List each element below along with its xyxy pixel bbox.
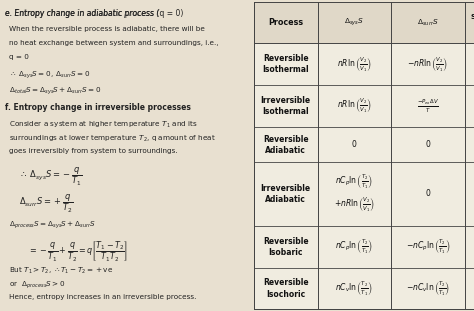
Text: When the reversible process is adiabatic, there will be: When the reversible process is adiabatic…	[9, 26, 205, 32]
Text: $nR\ln\left(\frac{V_2}{V_1}\right)$: $nR\ln\left(\frac{V_2}{V_1}\right)$	[337, 97, 372, 115]
Text: 0: 0	[352, 140, 357, 149]
Text: e. Entropy change in adiabatic process (q = 0): e. Entropy change in adiabatic process (…	[5, 9, 183, 18]
Text: or  $\Delta_{process}S > 0$: or $\Delta_{process}S > 0$	[9, 280, 66, 291]
FancyBboxPatch shape	[254, 226, 474, 267]
Text: $nC_p\ln\left(\frac{T_2}{T_1}\right)$: $nC_p\ln\left(\frac{T_2}{T_1}\right)$	[335, 237, 374, 256]
Text: $\therefore\;\Delta_{sys}S = 0,\;\Delta_{surr}S = 0$: $\therefore\;\Delta_{sys}S = 0,\;\Delta_…	[9, 70, 91, 81]
Text: $+nR\ln\left(\frac{V_2}{V_1}\right)$: $+nR\ln\left(\frac{V_2}{V_1}\right)$	[334, 196, 375, 214]
FancyBboxPatch shape	[254, 44, 474, 85]
Text: Reversible
Isochoric: Reversible Isochoric	[263, 278, 309, 299]
Text: $\Delta_{surr}S = +\dfrac{q}{T_2}$: $\Delta_{surr}S = +\dfrac{q}{T_2}$	[19, 193, 73, 215]
Text: q = 0: q = 0	[9, 54, 29, 60]
Text: $\Delta_{total}S = \Delta_{sys}S + \Delta_{surr}S = 0$: $\Delta_{total}S = \Delta_{sys}S + \Delt…	[9, 86, 102, 97]
Text: f. Entropy change in irreversible processes: f. Entropy change in irreversible proces…	[5, 103, 191, 112]
FancyBboxPatch shape	[254, 267, 474, 309]
Text: Process: Process	[268, 18, 303, 27]
Text: $nC_p\ln\left(\frac{T_2}{T_1}\right)$: $nC_p\ln\left(\frac{T_2}{T_1}\right)$	[335, 173, 374, 192]
Text: But $T_1 > T_2$, $\therefore T_1 - T_2 = +$ve: But $T_1 > T_2$, $\therefore T_1 - T_2 =…	[9, 266, 114, 276]
Text: goes irreversibly from system to surroundings.: goes irreversibly from system to surroun…	[9, 148, 178, 154]
FancyBboxPatch shape	[254, 2, 474, 44]
Text: 0: 0	[425, 140, 430, 149]
Text: $= -\dfrac{q}{T_1} + \dfrac{q}{T_2} = q\left[\dfrac{T_1-T_2}{T_1 T_2}\right]$: $= -\dfrac{q}{T_1} + \dfrac{q}{T_2} = q\…	[28, 239, 128, 263]
Text: surroundings at lower temperature $T_2$, q amount of heat: surroundings at lower temperature $T_2$,…	[9, 134, 216, 144]
Text: $-nC_v\ln\left(\frac{T_2}{T_1}\right)$: $-nC_v\ln\left(\frac{T_2}{T_1}\right)$	[406, 279, 450, 298]
Text: $\Delta_{surr}S$: $\Delta_{surr}S$	[417, 17, 439, 28]
Text: $\frac{-P_{ex}\Delta V}{T}$: $\frac{-P_{ex}\Delta V}{T}$	[417, 98, 439, 115]
Text: $nR\ln\left(\frac{V_2}{V_1}\right)$: $nR\ln\left(\frac{V_2}{V_1}\right)$	[337, 55, 372, 74]
Text: Sign of
$\Delta_{total}S$: Sign of $\Delta_{total}S$	[471, 14, 474, 31]
Text: Irreversible
Isothermal: Irreversible Isothermal	[261, 96, 310, 116]
Text: Table 6.8 $\Delta_{sys}S$ and $\Delta_{surr}S$ for some of the famous type of: Table 6.8 $\Delta_{sys}S$ and $\Delta_{s…	[5, 309, 235, 311]
Text: Irreversible
Adiabatic: Irreversible Adiabatic	[261, 184, 310, 204]
FancyBboxPatch shape	[254, 127, 474, 162]
FancyBboxPatch shape	[254, 162, 474, 226]
Text: Hence, entropy increases in an irreversible process.: Hence, entropy increases in an irreversi…	[9, 294, 197, 300]
Text: no heat exchange between system and surroundings, i.e.,: no heat exchange between system and surr…	[9, 40, 219, 46]
FancyBboxPatch shape	[254, 85, 474, 127]
Text: $\therefore\;\Delta_{sys}S = -\dfrac{q}{T_1}$: $\therefore\;\Delta_{sys}S = -\dfrac{q}{…	[19, 166, 82, 188]
FancyBboxPatch shape	[254, 2, 474, 309]
Text: Reversible
Isobaric: Reversible Isobaric	[263, 237, 309, 257]
Text: $\Delta_{process}S = \Delta_{sys}S + \Delta_{surr}S$: $\Delta_{process}S = \Delta_{sys}S + \De…	[9, 219, 97, 231]
Text: e. Entropy change in adiabatic process (: e. Entropy change in adiabatic process (	[5, 9, 159, 18]
Text: $nC_v\ln\left(\frac{T_2}{T_1}\right)$: $nC_v\ln\left(\frac{T_2}{T_1}\right)$	[336, 279, 373, 298]
Text: 0: 0	[425, 189, 430, 198]
Text: $-nR\ln\left(\frac{V_2}{V_1}\right)$: $-nR\ln\left(\frac{V_2}{V_1}\right)$	[407, 55, 448, 74]
Text: $\Delta_{sys}S$: $\Delta_{sys}S$	[344, 17, 365, 28]
Text: $-nC_p\ln\left(\frac{T_2}{T_1}\right)$: $-nC_p\ln\left(\frac{T_2}{T_1}\right)$	[406, 237, 450, 256]
Text: Consider a system at higher temperature $T_1$ and its: Consider a system at higher temperature …	[9, 120, 199, 130]
Text: Reversible
Adiabatic: Reversible Adiabatic	[263, 135, 309, 155]
Text: Reversible
Isothermal: Reversible Isothermal	[262, 54, 309, 74]
